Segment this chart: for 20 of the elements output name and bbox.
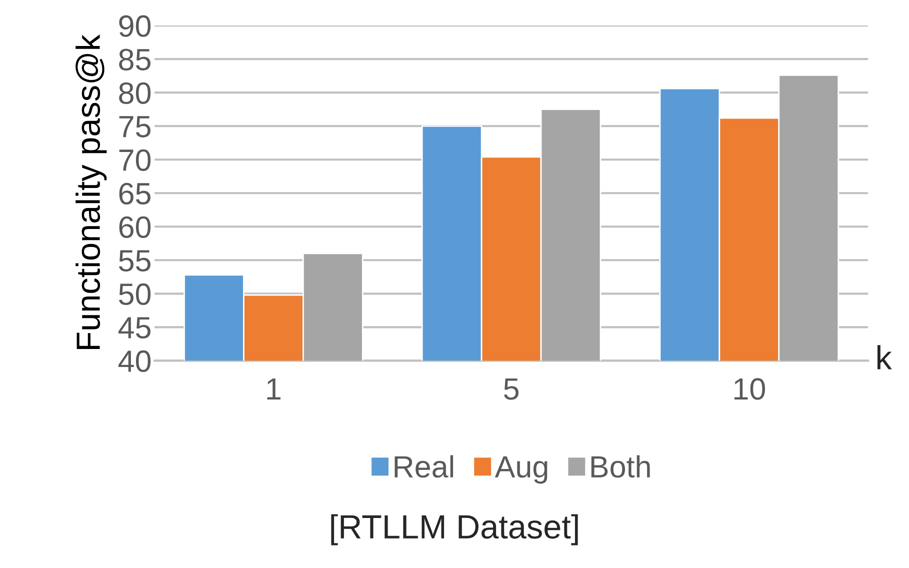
x-axis-title: k [877, 345, 892, 370]
y-tick-label: 55 [118, 250, 150, 272]
y-tick-label: 65 [119, 182, 150, 204]
x-tick-label: 5 [504, 378, 519, 400]
y-tick-label: 80 [119, 82, 151, 104]
y-tick-label: 85 [119, 48, 150, 70]
y-tick-label: 40 [118, 350, 151, 372]
x-tick-label: 1 [267, 378, 280, 400]
legend-label: Aug [494, 456, 548, 484]
y-tick-label: 70 [119, 149, 151, 171]
y-axis-title: Functionality pass@k [76, 34, 107, 350]
y-tick-label: 60 [119, 216, 151, 238]
text: [RTLLM Dataset] [331, 514, 578, 546]
legend-label: Both [591, 455, 650, 478]
y-tick-label: 75 [119, 116, 150, 138]
x-tick-label: 10 [734, 378, 765, 400]
y-tick-label: 50 [118, 283, 151, 306]
y-tick-label: 45 [118, 317, 150, 339]
y-tick-label: 90 [119, 15, 151, 37]
legend-label: Real [394, 455, 454, 478]
